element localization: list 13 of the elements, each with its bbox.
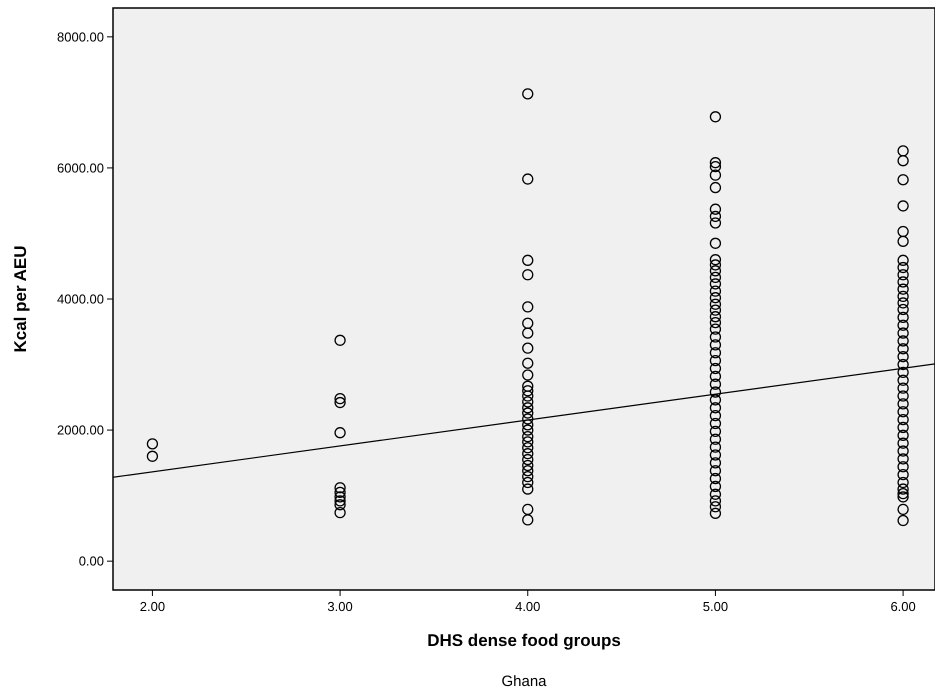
y-axis-title: Kcal per AEU [11, 245, 30, 353]
x-tick-label: 4.00 [515, 599, 540, 614]
y-tick-label: 6000.00 [57, 160, 104, 176]
x-tick-label: 6.00 [890, 599, 916, 614]
x-axis-title: DHS dense food groups [427, 631, 621, 650]
y-tick-label: 2000.00 [57, 422, 104, 438]
x-tick-label: 5.00 [702, 599, 728, 614]
text: Ghana [501, 673, 548, 690]
x-tick-label: 3.00 [327, 599, 353, 614]
x-tick-label: 2.00 [140, 599, 166, 614]
y-tick-label: 0.00 [78, 554, 104, 569]
y-tick-label: 4000.00 [57, 292, 104, 306]
y-tick-label: 8000.00 [57, 29, 104, 44]
